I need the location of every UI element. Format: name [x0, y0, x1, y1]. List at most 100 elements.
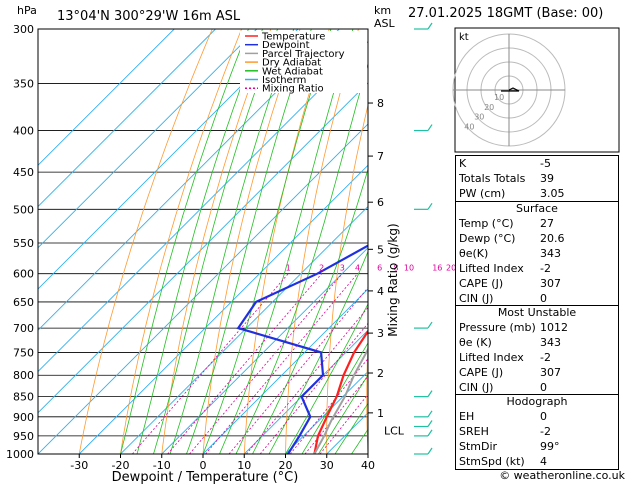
mixing-ratio-axis-title: Mixing Ratio (g/kg) — [386, 223, 400, 336]
credit-label: © weatheronline.co.uk — [499, 469, 625, 482]
legend-background — [240, 31, 367, 93]
pressure-tick-label: 950 — [13, 430, 34, 443]
table-value: 0 — [540, 292, 547, 305]
pressure-tick-label: 300 — [13, 23, 34, 36]
wind-barb — [414, 22, 433, 30]
pressure-tick-label: 350 — [13, 77, 34, 90]
hodograph-unit: kt — [459, 32, 469, 43]
height-unit-label-asl: ASL — [374, 17, 396, 30]
table-row: SREH -2 — [456, 424, 618, 439]
hodograph-ring-label: 40 — [464, 123, 474, 132]
height-unit-label: km — [374, 4, 391, 17]
x-axis-title: Dewpoint / Temperature (°C) — [112, 470, 299, 485]
table-value: 343 — [540, 336, 561, 349]
legend-label: Dry Adiabat — [262, 58, 321, 69]
table-row: Dewp (°C) 20.6 — [456, 231, 618, 246]
dry-adiabat — [243, 29, 330, 454]
wind-barb-flag — [427, 429, 433, 437]
table-key: SREH — [459, 425, 489, 438]
dry-adiabat — [120, 29, 242, 454]
lcl-label: LCL — [384, 425, 405, 438]
indices-table: K -5 Totals Totals 39 PW (cm) 3.05 — [455, 155, 619, 202]
wet-adiabat — [136, 29, 263, 454]
table-value: 20.6 — [540, 232, 565, 245]
dry-adiabat — [326, 103, 368, 454]
table-key: Lifted Index — [459, 262, 524, 275]
table-row: CAPE (J) 307 — [456, 365, 618, 380]
table-title: Surface — [516, 202, 558, 215]
table-row: Lifted Index -2 — [456, 261, 618, 276]
hodograph-table: Hodograph EH 0 SREH -2 StmDir 99° StmSpd (kt) 4 — [455, 394, 619, 470]
wet-adiabat — [169, 29, 295, 454]
wet-adiabat — [153, 29, 278, 454]
table-key: CAPE (J) — [459, 277, 504, 290]
isotherm-line — [161, 247, 368, 454]
isotherm-line — [38, 29, 175, 166]
mixing-ratio-label: 10 — [404, 264, 414, 273]
isotherm-line — [38, 29, 299, 290]
table-row: CAPE (J) 307 — [456, 276, 618, 291]
hodograph-ring-label: 10 — [494, 93, 504, 102]
location-label: 13°04'N 300°29'W 16m ASL — [57, 9, 241, 24]
mixing-ratio-line — [228, 287, 368, 454]
hodograph-ring-label: 20 — [484, 103, 494, 112]
wet-adiabat-lines — [120, 29, 368, 454]
mixing-ratio-line — [289, 357, 368, 454]
mixing-ratio-label: 4 — [355, 264, 360, 273]
table-value: 99° — [540, 440, 560, 453]
pressure-tick-label: 550 — [13, 237, 34, 250]
table-value: 39 — [540, 172, 554, 185]
wet-adiabat — [186, 29, 312, 454]
wind-barb-flag — [427, 390, 433, 397]
table-title: Hodograph — [506, 395, 568, 408]
km-tick-label: 5 — [377, 243, 384, 256]
wind-barb-flag — [427, 321, 433, 329]
datetime-title: 27.01.2025 18GMT (Base: 00) — [408, 6, 604, 21]
mixing-ratio-label: 20 — [446, 264, 456, 273]
wind-barb-flag — [427, 202, 433, 210]
pressure-axis: 300 350 400 450 500 550 600 650 700 750 800 850 900 9… — [6, 23, 34, 461]
pressure-tick-label: 700 — [13, 322, 34, 335]
wind-barb — [414, 390, 433, 398]
sounding-profiles — [236, 244, 368, 454]
x-tick-label: -20 — [112, 459, 130, 472]
mixing-ratio-line — [167, 273, 322, 454]
table-row: θe(K) 343 — [456, 246, 618, 261]
table-key: Temp (°C) — [459, 217, 514, 230]
mixing-ratio-label: 16 — [432, 264, 442, 273]
pressure-tick-label: 1000 — [6, 448, 34, 461]
profile-dewpoint — [236, 244, 368, 454]
wind-barb-flag — [427, 410, 433, 418]
x-tick-label: -10 — [153, 459, 171, 472]
table-key: CAPE (J) — [459, 366, 504, 379]
wind-barb — [414, 429, 433, 437]
wind-barbs — [414, 22, 433, 455]
mixing-ratio-label: 1 — [286, 264, 291, 273]
mixing-ratio-line — [205, 273, 358, 454]
mixing-ratio-label: 3 — [340, 264, 345, 273]
isotherm-line — [38, 29, 216, 208]
legend-label: Parcel Trajectory — [262, 49, 345, 60]
table-value: 307 — [540, 366, 561, 379]
table-value: 0 — [540, 410, 547, 423]
km-tick-label: 1 — [377, 407, 384, 420]
table-key: StmSpd (kt) — [459, 455, 525, 468]
wind-barb-flag — [427, 22, 433, 30]
table-row: CIN (J) 0 — [456, 380, 618, 395]
wind-barb — [414, 124, 433, 132]
table-row: Pressure (mb) 1012 — [456, 320, 618, 335]
wind-barb-flag — [427, 124, 433, 131]
table-row: StmDir 99° — [456, 439, 618, 454]
isotherm-line — [38, 123, 368, 454]
table-row: Totals Totals 39 — [456, 171, 618, 186]
table-value: 4 — [540, 455, 547, 468]
mixing-ratio-line — [259, 322, 368, 454]
wind-barb-flag — [427, 420, 433, 427]
x-tick-label: 30 — [320, 459, 334, 472]
wet-adiabat — [235, 62, 368, 454]
dry-adiabat — [406, 29, 447, 454]
x-tick-label: 40 — [361, 459, 375, 472]
wind-barb — [414, 447, 433, 455]
